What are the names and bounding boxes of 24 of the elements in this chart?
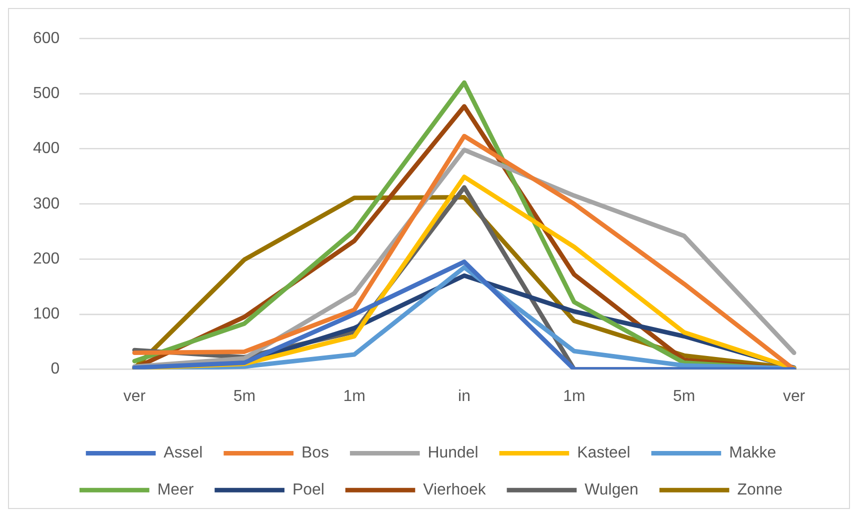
x-tick-label: ver bbox=[123, 388, 146, 406]
x-tick-label: in bbox=[458, 388, 470, 406]
y-tick-label: 600 bbox=[32, 30, 60, 47]
y-tick-label: 0 bbox=[50, 360, 60, 378]
y-tick-label: 100 bbox=[32, 306, 60, 323]
y-tick-label: 400 bbox=[32, 140, 60, 158]
y-tick-label: 500 bbox=[32, 85, 60, 102]
y-tick-label: 200 bbox=[32, 250, 60, 268]
legend-label: Bos bbox=[301, 444, 329, 462]
legend-label: Assel bbox=[164, 444, 203, 462]
x-tick-label: 1m bbox=[343, 388, 366, 406]
legend-label: Makke bbox=[729, 444, 776, 462]
legend-label: Vierhoek bbox=[423, 481, 486, 498]
legend-label: Poel bbox=[292, 481, 324, 498]
legend-label: Meer bbox=[157, 481, 194, 498]
x-tick-label: 1m bbox=[563, 388, 586, 406]
legend-label: Hundel bbox=[428, 444, 478, 462]
legend-label: Zonne bbox=[737, 481, 783, 498]
x-tick-label: ver bbox=[782, 388, 806, 406]
legend-label: Wulgen bbox=[584, 481, 638, 498]
y-tick-label: 300 bbox=[32, 195, 60, 212]
x-tick-label: 5m bbox=[673, 388, 696, 406]
x-tick-label: 5m bbox=[233, 388, 256, 406]
legend-label: Kasteel bbox=[577, 444, 630, 462]
